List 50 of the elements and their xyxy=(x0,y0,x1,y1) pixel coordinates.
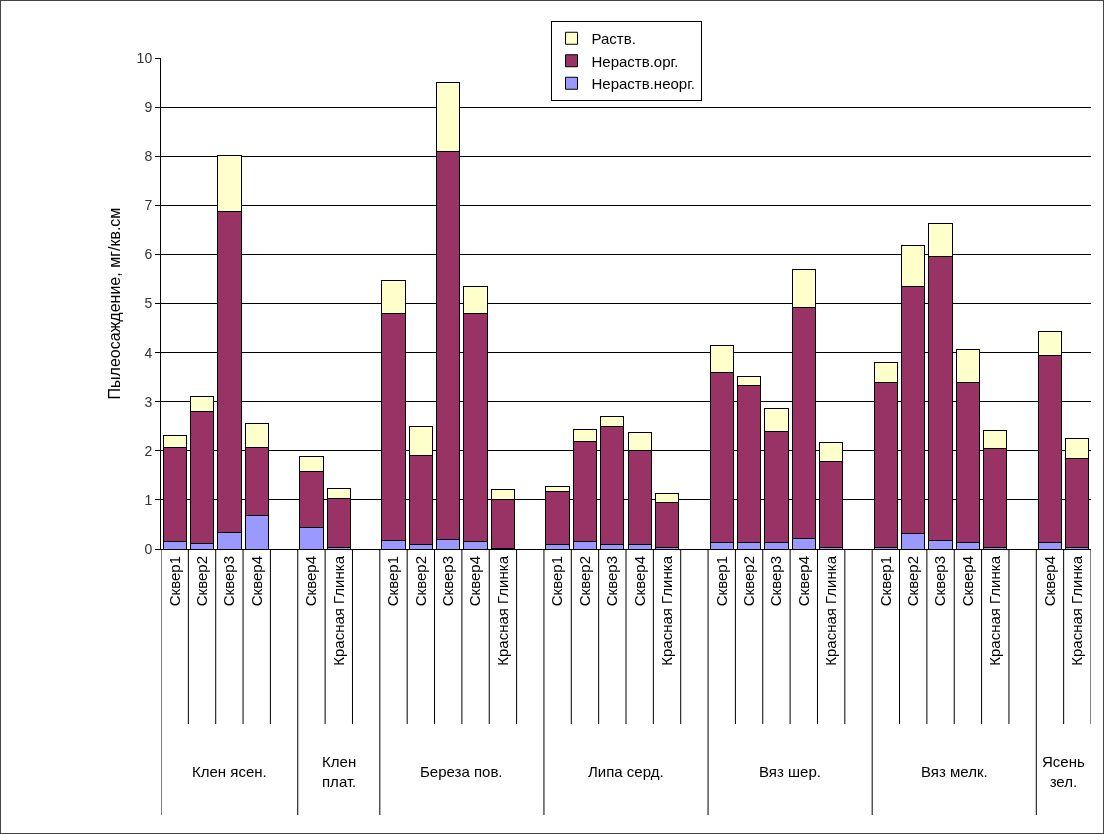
x-tick-label: Сквер2 xyxy=(739,556,757,607)
y-tick-label: 0 xyxy=(144,540,153,557)
x-tick-label: Красная Глинка xyxy=(822,555,840,666)
x-tick-label: Сквер4 xyxy=(1040,556,1058,607)
text: Береза пов. xyxy=(420,763,503,780)
text: Ясень зел. xyxy=(1042,753,1085,790)
x-tick-label: Сквер4 xyxy=(958,556,976,607)
x-tick-label: Сквер3 xyxy=(439,556,457,607)
text: Клен ясен. xyxy=(192,763,267,780)
x-tick-label: Сквер3 xyxy=(603,556,621,607)
text: Вяз шер. xyxy=(759,763,821,780)
y-axis-title: Пылеосаждение, мг/кв.см xyxy=(105,207,123,400)
x-tick-label: Сквер1 xyxy=(384,556,402,607)
legend-label: Нераств.неорг. xyxy=(591,75,695,93)
y-tick-label: 7 xyxy=(144,197,153,214)
x-tick-label: Сквер3 xyxy=(767,556,785,607)
y-tick-label: 2 xyxy=(144,442,153,459)
x-tick-label: Красная Глинка xyxy=(493,555,511,666)
x-tick-label: Сквер2 xyxy=(575,556,593,607)
x-tick-label: Сквер4 xyxy=(247,556,265,607)
x-tick-label: Сквер1 xyxy=(712,556,730,607)
x-tick-label: Сквер2 xyxy=(904,556,922,607)
x-tick-label: Сквер2 xyxy=(411,556,429,607)
x-tick-label: Сквер1 xyxy=(876,556,894,607)
x-tick-label: Красная Глинка xyxy=(329,555,347,666)
y-tick-label: 10 xyxy=(136,49,153,66)
x-tick-label: Сквер3 xyxy=(220,556,238,607)
x-tick-label: Сквер3 xyxy=(931,556,949,607)
x-tick-label: Красная Глинка xyxy=(1068,555,1086,666)
x-tick-label: Сквер4 xyxy=(302,556,320,607)
x-tick-label: Красная Глинка xyxy=(657,555,675,666)
legend-label: Нераств.орг. xyxy=(591,52,679,70)
y-tick-label: 9 xyxy=(144,99,153,115)
y-tick-label: 5 xyxy=(144,295,153,312)
x-tick-label: Сквер1 xyxy=(165,556,183,607)
x-tick-label: Сквер4 xyxy=(794,556,812,607)
text: Клен плат. xyxy=(322,753,357,790)
text: Липа серд. xyxy=(588,763,664,780)
x-tick-label: Сквер2 xyxy=(192,556,210,607)
y-tick-label: 1 xyxy=(144,491,153,508)
x-tick-label: Сквер1 xyxy=(548,556,566,607)
legend-label: Раств. xyxy=(591,30,636,48)
x-tick-label: Сквер4 xyxy=(466,556,484,607)
text: Вяз мелк. xyxy=(921,763,988,780)
x-tick-label: Сквер4 xyxy=(630,556,648,607)
y-tick-label: 8 xyxy=(144,148,153,165)
y-tick-label: 3 xyxy=(144,393,153,410)
x-tick-label: Красная Глинка xyxy=(986,555,1004,666)
y-tick-label: 6 xyxy=(144,246,153,263)
y-tick-label: 4 xyxy=(144,344,153,361)
